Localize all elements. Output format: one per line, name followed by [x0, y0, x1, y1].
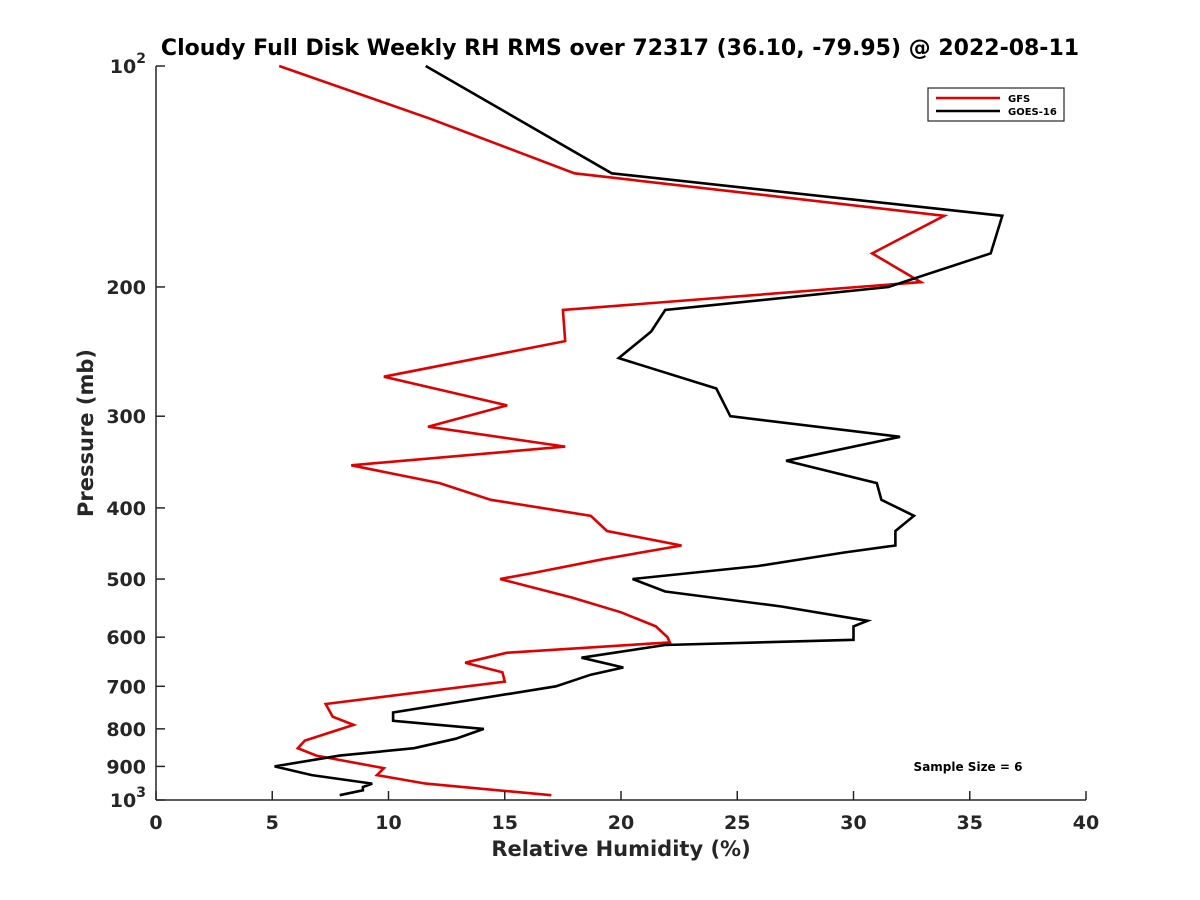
x-ticks: 0 5 10 15 20 25 30 35 40 — [149, 791, 1099, 834]
x-tick-label: 30 — [840, 812, 866, 834]
x-tick-label: 25 — [724, 812, 750, 834]
y-axis-label: Pressure (mb) — [74, 349, 98, 517]
x-tick-label: 15 — [492, 812, 518, 834]
y-tick-exponent: 2 — [136, 51, 146, 67]
y-tick-label: 200 — [106, 277, 146, 299]
y-tick-label: 300 — [106, 406, 146, 428]
sample-size-annotation: Sample Size = 6 — [914, 760, 1023, 774]
y-tick-label: 900 — [106, 756, 146, 778]
y-tick-exponent: 3 — [136, 785, 146, 801]
axes — [155, 66, 1086, 801]
legend: GFS GOES-16 — [927, 87, 1065, 122]
x-tick-label: 40 — [1073, 812, 1099, 834]
y-tick-label: 700 — [106, 676, 146, 698]
series-line-goes-16 — [274, 64, 1005, 797]
x-tick-label: 20 — [608, 812, 634, 834]
y-tick-base: 10 — [110, 790, 136, 812]
y-tick-label: 600 — [106, 627, 146, 649]
x-tick-label: 0 — [149, 812, 162, 834]
y-tick-label: 103 — [110, 785, 146, 812]
series-layer — [274, 64, 1005, 797]
y-tick-base: 10 — [110, 56, 136, 78]
series-line-gfs — [278, 64, 949, 797]
legend-label: GFS — [1008, 94, 1030, 105]
x-tick-label: 10 — [375, 812, 401, 834]
chart-title: Cloudy Full Disk Weekly RH RMS over 7231… — [161, 36, 1079, 61]
legend-box — [927, 87, 1065, 122]
legend-label: GOES-16 — [1008, 107, 1057, 118]
y-tick-label: 500 — [106, 569, 146, 591]
x-tick-label: 5 — [266, 812, 279, 834]
y-tick-label: 800 — [106, 719, 146, 741]
x-axis-label: Relative Humidity (%) — [491, 837, 750, 861]
y-tick-label: 102 — [110, 51, 146, 78]
y-tick-label: 400 — [106, 498, 146, 520]
x-tick-label: 35 — [957, 812, 983, 834]
